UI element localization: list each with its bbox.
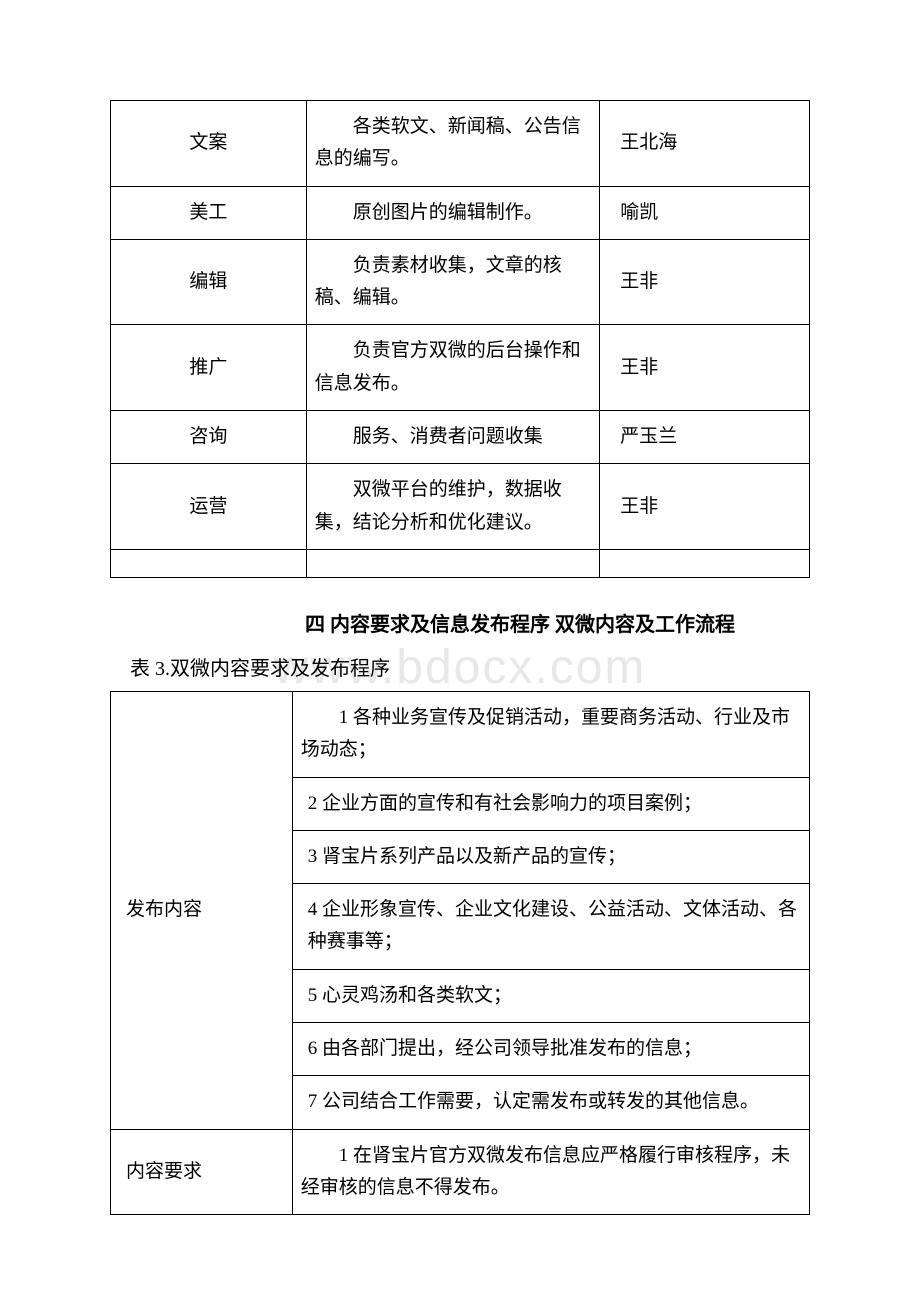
person-cell: 王非 <box>600 464 810 550</box>
role-cell: 咨询 <box>111 411 307 464</box>
person-cell: 严玉兰 <box>600 411 810 464</box>
table-row: 美工 原创图片的编辑制作。 喻凯 <box>111 186 810 239</box>
duty-cell: 负责官方双微的后台操作和信息发布。 <box>306 325 600 411</box>
table-empty-row <box>111 549 810 577</box>
table-row: 发布内容 1 各种业务宣传及促销活动，重要商务活动、行业及市场动态； <box>111 691 810 777</box>
table-row: 运营 双微平台的维护，数据收集，结论分析和优化建议。 王非 <box>111 464 810 550</box>
item-cell: 7 公司结合工作需要，认定需发布或转发的其他信息。 <box>292 1076 809 1129</box>
group-label-cell: 内容要求 <box>111 1129 293 1215</box>
role-cell: 美工 <box>111 186 307 239</box>
person-cell: 王北海 <box>600 101 810 187</box>
content-table-body: 发布内容 1 各种业务宣传及促销活动，重要商务活动、行业及市场动态； 2 企业方… <box>111 691 810 1214</box>
duty-cell: 负责素材收集，文章的核稿、编辑。 <box>306 239 600 325</box>
table-row: 咨询 服务、消费者问题收集 严玉兰 <box>111 411 810 464</box>
table-row: 推广 负责官方双微的后台操作和信息发布。 王非 <box>111 325 810 411</box>
section-heading: 四 内容要求及信息发布程序 双微内容及工作流程 <box>110 608 810 637</box>
duty-cell: 原创图片的编辑制作。 <box>306 186 600 239</box>
person-cell: 王非 <box>600 325 810 411</box>
empty-cell <box>600 549 810 577</box>
group-label-cell: 发布内容 <box>111 691 293 1129</box>
table-row: 内容要求 1 在肾宝片官方双微发布信息应严格履行审核程序，未经审核的信息不得发布… <box>111 1129 810 1215</box>
item-cell: 3 肾宝片系列产品以及新产品的宣传； <box>292 830 809 883</box>
duty-cell: 双微平台的维护，数据收集，结论分析和优化建议。 <box>306 464 600 550</box>
person-cell: 喻凯 <box>600 186 810 239</box>
item-cell: 4 企业形象宣传、企业文化建设、公益活动、文体活动、各种赛事等； <box>292 884 809 970</box>
item-cell: 1 各种业务宣传及促销活动，重要商务活动、行业及市场动态； <box>292 691 809 777</box>
role-cell: 推广 <box>111 325 307 411</box>
role-cell: 文案 <box>111 101 307 187</box>
document-content: 文案 各类软文、新闻稿、公告信息的编写。 王北海 美工 原创图片的编辑制作。 喻… <box>110 100 810 1215</box>
duty-cell: 服务、消费者问题收集 <box>306 411 600 464</box>
role-cell: 运营 <box>111 464 307 550</box>
empty-cell <box>306 549 600 577</box>
item-cell: 6 由各部门提出，经公司领导批准发布的信息； <box>292 1023 809 1076</box>
role-cell: 编辑 <box>111 239 307 325</box>
roles-table: 文案 各类软文、新闻稿、公告信息的编写。 王北海 美工 原创图片的编辑制作。 喻… <box>110 100 810 578</box>
table-row: 编辑 负责素材收集，文章的核稿、编辑。 王非 <box>111 239 810 325</box>
item-cell: 2 企业方面的宣传和有社会影响力的项目案例； <box>292 777 809 830</box>
content-requirements-table: 发布内容 1 各种业务宣传及促销活动，重要商务活动、行业及市场动态； 2 企业方… <box>110 691 810 1215</box>
table-caption: 表 3.双微内容要求及发布程序 <box>130 652 810 681</box>
roles-table-body: 文案 各类软文、新闻稿、公告信息的编写。 王北海 美工 原创图片的编辑制作。 喻… <box>111 101 810 578</box>
item-cell: 1 在肾宝片官方双微发布信息应严格履行审核程序，未经审核的信息不得发布。 <box>292 1129 809 1215</box>
item-cell: 5 心灵鸡汤和各类软文； <box>292 969 809 1022</box>
empty-cell <box>111 549 307 577</box>
table-row: 文案 各类软文、新闻稿、公告信息的编写。 王北海 <box>111 101 810 187</box>
person-cell: 王非 <box>600 239 810 325</box>
duty-cell: 各类软文、新闻稿、公告信息的编写。 <box>306 101 600 187</box>
